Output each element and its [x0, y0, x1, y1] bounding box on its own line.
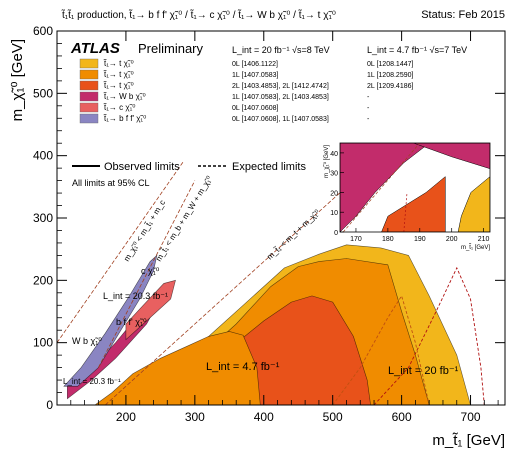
x-axis-label: m_t̃₁ [GeV] — [432, 432, 505, 449]
inset-x-label: m_t̃₁ [GeV] — [461, 244, 490, 251]
inset-y-tick-label: 30 — [330, 171, 338, 178]
y-tick-label: 400 — [33, 149, 53, 163]
expected-limit-0 — [373, 266, 485, 405]
inset-x-tick-label: 200 — [446, 236, 458, 243]
lumi-header-8tev: L_int = 20 fb⁻¹ √s=8 TeV — [232, 45, 330, 55]
chart-title: t̃₁t̃₁ production, t̃₁→ b f f' χ̃₁⁰ / t̃… — [61, 9, 336, 21]
plot-area — [57, 161, 485, 405]
x-tick-label: 200 — [116, 410, 136, 424]
inset-y-label: m_χ̃₁⁰ [GeV] — [323, 145, 330, 178]
legend-swatch-5 — [79, 113, 99, 124]
legend-label-2: t̃₁→ t χ̃₁⁰ — [103, 81, 134, 90]
legend-label-1: t̃₁→ t χ̃₁⁰ — [103, 70, 134, 79]
legend-ref7-1: 1L [1208.2590] — [367, 72, 414, 79]
inset-frame — [339, 142, 491, 233]
x-tick-label: 400 — [254, 410, 274, 424]
inset-x-tick-label: 180 — [382, 236, 394, 243]
inset-x-tick-label: 210 — [478, 236, 490, 243]
legend-ref7-5: - — [367, 116, 370, 123]
inset-x-tick-label: 190 — [414, 236, 426, 243]
legend-ref8-2: 2L [1403.4853], 2L [1412.4742] — [232, 83, 329, 90]
observed-legend-label: Observed limits — [104, 161, 180, 173]
y-tick-label: 600 — [33, 24, 53, 38]
inset-region-1 — [413, 143, 490, 169]
x-tick-label: 700 — [461, 410, 481, 424]
expected-limit-1 — [332, 294, 430, 405]
y-tick-label: 100 — [33, 336, 53, 350]
legend-label-5: t̃₁→ b f f' χ̃₁⁰ — [103, 114, 147, 123]
inset-x-tick-label: 170 — [350, 236, 362, 243]
region-3 — [94, 331, 261, 405]
legend-ref7-2: 2L [1209.4186] — [367, 83, 414, 90]
atlas-logo: ATLAS — [70, 40, 120, 57]
status-label: Status: Feb 2015 — [421, 9, 505, 21]
y-tick-label: 200 — [33, 273, 53, 287]
legend-label-4: t̃₁→ c χ̃₁⁰ — [103, 103, 136, 112]
annotation-kin2: m_t̃₁ < m_b + m_W + m_χ̃₁⁰ — [154, 174, 214, 263]
legend-swatch-4 — [79, 102, 99, 113]
inset-region-0 — [340, 143, 430, 232]
y-axis-label: m_χ̃₁⁰ [GeV] — [9, 39, 26, 121]
y-tick-label: 300 — [33, 211, 53, 225]
annotation-lumi20-bff: L_int = 20.3 fb⁻¹ — [103, 291, 168, 301]
annotation-bff: b f f' χ̃₁⁰ — [116, 317, 147, 327]
cl-note: All limits at 95% CL — [72, 178, 150, 188]
inset-kin-line — [342, 143, 421, 232]
legend-swatch-3 — [79, 91, 99, 102]
inset-area — [340, 143, 490, 232]
legend-swatch-1 — [79, 69, 99, 80]
region-5 — [125, 279, 176, 341]
inset-expected-line — [403, 192, 408, 232]
annotation-lumi20-wb: L_int = 20.3 fb⁻¹ — [63, 377, 121, 386]
y-tick-label: 0 — [46, 398, 53, 412]
legend-ref7-4: - — [367, 105, 370, 112]
legend-label-3: t̃₁→ W b χ̃₁⁰ — [103, 92, 146, 101]
legend-swatch-0 — [79, 58, 99, 69]
legend-ref8-4: 0L [1407.0608] — [232, 105, 279, 112]
x-tick-label: 300 — [185, 410, 205, 424]
x-tick-label: 600 — [392, 410, 412, 424]
kinematic-line-0 — [57, 161, 184, 343]
region-6 — [63, 254, 158, 387]
inset-y-tick-label: 40 — [330, 151, 338, 158]
legend-label-0: t̃₁→ t χ̃₁⁰ — [103, 59, 134, 68]
legend-ref8-3: 1L [1407.0583], 2L [1403.4853] — [232, 94, 329, 101]
expected-legend-label: Expected limits — [232, 161, 306, 173]
legend-ref8-5: 0L [1407.0608], 1L [1407.0583] — [232, 116, 329, 123]
annotation-cchi: c χ̃₁⁰ — [141, 266, 160, 276]
preliminary-label: Preliminary — [138, 41, 204, 56]
y-tick-label: 500 — [33, 86, 53, 100]
annotation-kin3: m_t̃₁ < m_t + m_χ̃₁⁰ — [265, 208, 321, 262]
inset-region-2 — [381, 176, 446, 232]
inset-y-tick-label: 10 — [330, 210, 338, 217]
legend-ref8-0: 0L [1406.1122] — [232, 61, 278, 68]
legend-ref7-3: - — [367, 94, 370, 101]
legend-ref7-0: 0L [1208.1447] — [367, 61, 414, 68]
kinematic-line-2 — [104, 180, 354, 405]
annotation-lumi20: L_int = 20 fb⁻¹ — [388, 365, 459, 377]
inset-region-3 — [457, 176, 490, 232]
kinematic-line-1 — [97, 180, 196, 368]
annotation-lumi47: L_int = 4.7 fb⁻¹ — [206, 361, 280, 373]
inset-y-tick-label: 20 — [330, 190, 338, 197]
x-tick-label: 500 — [323, 410, 343, 424]
legend-swatch-2 — [79, 80, 99, 91]
annotation-wbchi: W b χ̃₁⁰ — [72, 336, 102, 346]
inset-y-tick-label: 0 — [334, 230, 338, 237]
legend-ref8-1: 1L [1407.0583] — [232, 72, 279, 79]
lumi-header-7tev: L_int = 4.7 fb⁻¹ √s=7 TeV — [367, 45, 467, 55]
